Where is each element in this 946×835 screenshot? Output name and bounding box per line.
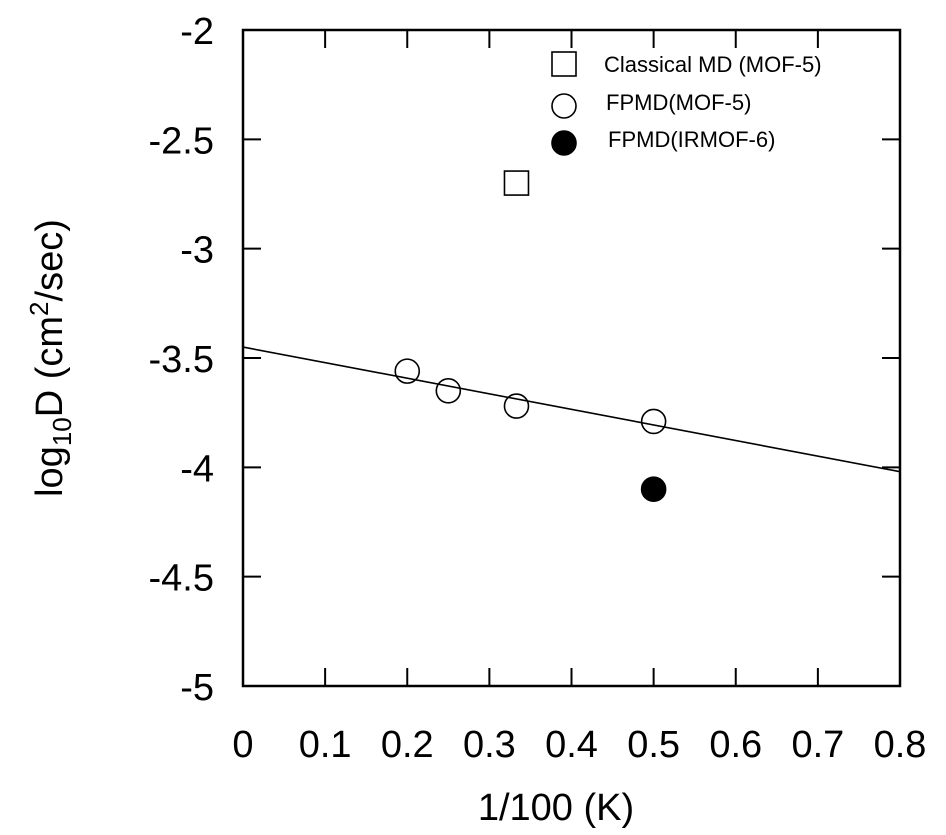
y-tick-label-0: -2 [180,11,214,53]
x-tick-label-2: 0.2 [381,724,434,766]
x-tick-label-6: 0.6 [709,724,762,766]
data-point-s1-3 [640,408,667,435]
x-tick-label-4: 0.4 [545,724,598,766]
legend-label-0: Classical MD (MOF-5) [604,52,822,77]
y-axis-label-suffix: /sec) [29,219,71,301]
data-point-s1-1 [435,377,462,404]
x-tick-label-0: 0 [232,724,253,766]
y-axis-label-superscript: 2 [24,301,54,315]
data-point-s2-0 [640,476,667,503]
y-tick-label-2: -3 [180,230,214,272]
legend-marker-2 [551,130,577,156]
legend-label-2: FPMD(IRMOF-6) [608,127,775,152]
x-tick-label-1: 0.1 [299,724,352,766]
x-tick-label-7: 0.7 [791,724,844,766]
legend: Classical MD (MOF-5) FPMD(MOF-5) FPMD(IRMO… [551,51,822,156]
x-tick-label-8: 0.8 [874,724,927,766]
y-tick-label-5: -4.5 [149,558,214,600]
plot-frame [241,28,902,688]
y-axis-label-prefix: log [29,446,71,497]
y-tick-label-3: -3.5 [149,339,214,381]
y-tick-label-1: -2.5 [149,120,214,162]
y-tick-label-4: -4 [180,448,214,490]
data-point-s1-2 [503,393,530,419]
y-tick-label-6: -5 [180,667,214,709]
legend-marker-0 [551,51,577,77]
legend-label-1: FPMD(MOF-5) [606,90,751,115]
x-tick-label-5: 0.5 [627,724,680,766]
data-point-s1-0 [394,358,421,384]
plot-area [242,170,901,503]
fit-line [242,346,901,473]
axes: 0 0.1 0.2 0.3 0.4 0.5 0.6 0.7 0.8 -2 -2.5 -3 -3.5 -4 -… [149,11,927,766]
y-axis-label: log10D (cm2/sec) [24,219,77,497]
y-axis-label-subscript: 10 [47,417,77,446]
x-axis-label: 1/100 (K) [478,787,634,829]
data-point-s0-0 [503,170,530,196]
y-axis-label-middle: D (cm [29,316,71,417]
legend-marker-1 [551,93,577,119]
x-tick-label-3: 0.3 [463,724,516,766]
